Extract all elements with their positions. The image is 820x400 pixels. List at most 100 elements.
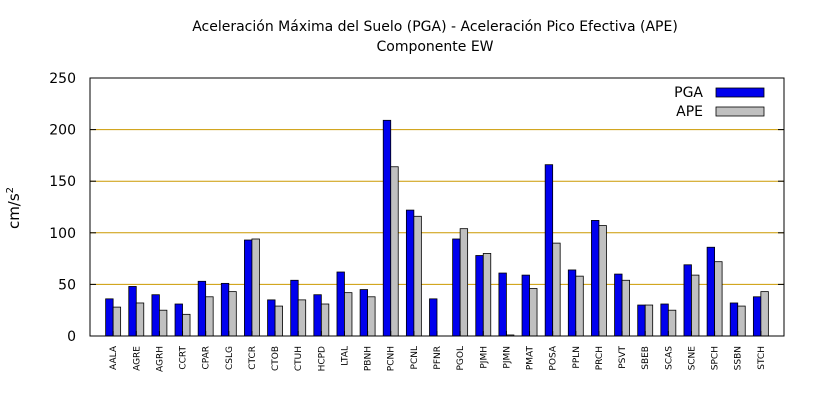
y-ticks: 0 50 100 150 200 250: [49, 71, 784, 345]
legend-swatch: [715, 106, 765, 117]
bar-pga: [220, 282, 230, 337]
bar-ape: [390, 166, 399, 337]
legend-label: PGA: [674, 85, 703, 101]
y-tick-label: 0: [67, 329, 76, 345]
bar-ape: [737, 305, 746, 337]
y-tick-label: 100: [49, 226, 76, 242]
chart-title: Aceleración Máxima del Suelo (PGA) - Ace…: [192, 19, 678, 35]
bar-ape: [667, 309, 677, 337]
x-tick-label: CCRT: [179, 346, 189, 370]
x-tick-label: CTCR: [248, 346, 258, 370]
bar-ape: [274, 305, 283, 337]
x-tick-label: PCNH: [387, 346, 397, 371]
bar-pga: [151, 294, 160, 337]
bar-ape: [552, 242, 561, 337]
y-axis-label-exponent: 2: [5, 187, 16, 193]
bar-pga: [752, 296, 762, 337]
bar-pga: [567, 269, 577, 337]
bar-pga: [591, 220, 600, 337]
bar-ape: [575, 275, 584, 337]
x-tick-label: POSA: [549, 345, 559, 370]
y-tick-label: 150: [49, 174, 76, 190]
x-tick-label: PJMH: [479, 346, 489, 369]
y-tick-label: 250: [49, 71, 76, 87]
x-tick-label: CTOB: [271, 346, 281, 371]
bar-pga: [706, 246, 715, 337]
bar-ape: [644, 304, 654, 337]
bar-pga: [128, 286, 137, 337]
bar-pga: [174, 303, 183, 337]
bar-ape: [529, 288, 538, 337]
x-tick-label: PPLN: [572, 346, 582, 369]
bar-ape: [135, 302, 145, 337]
bar-pga: [637, 304, 646, 337]
bar-ape: [251, 238, 260, 337]
bar-ape: [320, 303, 330, 337]
x-tick-label: AALA: [109, 345, 119, 370]
y-tick-label: 50: [58, 277, 76, 293]
x-tick-label: SSBN: [734, 346, 744, 370]
bar-ape: [158, 309, 168, 337]
bar-pga: [290, 279, 299, 337]
bar-pga: [452, 238, 461, 337]
bar-pga: [729, 302, 739, 337]
bar-ape: [621, 279, 630, 337]
legend: PGA APE: [674, 85, 765, 120]
x-tick-label: SBEB: [641, 346, 651, 370]
bar-ape: [482, 253, 492, 337]
bar-pga: [197, 280, 207, 337]
bar-pga: [498, 272, 507, 337]
bar-pga: [244, 239, 253, 337]
x-tick-label: CTUH: [294, 346, 304, 371]
bar-pga: [544, 164, 554, 337]
x-tick-label: PGOL: [456, 346, 466, 371]
y-axis-label: cm/s2: [5, 187, 23, 229]
bar-pga: [267, 299, 276, 337]
x-tick-label: PCNL: [410, 346, 420, 369]
bar-pga: [313, 294, 322, 337]
bar-ape: [228, 291, 237, 337]
bar-ape: [691, 274, 700, 337]
bar-pga: [429, 298, 438, 337]
bar-pga: [521, 274, 530, 337]
x-tick-label: STCH: [757, 346, 767, 370]
bar-pga: [336, 271, 345, 337]
bar-ape: [459, 228, 469, 337]
bar-ape: [297, 299, 307, 337]
x-tick-label: AGRE: [132, 346, 142, 371]
bar-pga: [105, 298, 114, 337]
x-tick-label: PRCH: [595, 346, 605, 370]
x-tick-label: SCAS: [664, 346, 674, 370]
x-ticks: AALA AGRE AGRH CCRT CPAR CSLG CTCR CTOB CTUH HCPD…: [109, 331, 767, 372]
bar-ape: [205, 296, 214, 337]
x-tick-label: CSLG: [225, 346, 235, 370]
bar-ape: [413, 215, 422, 337]
x-tick-label: SPCH: [711, 346, 721, 370]
bars: [105, 119, 769, 337]
x-tick-label: PFNR: [433, 346, 443, 370]
x-tick-label: PJMN: [502, 346, 512, 369]
gridlines: [90, 129, 784, 285]
bar-pga: [683, 264, 692, 337]
bar-pga: [614, 273, 623, 337]
legend-label: APE: [676, 104, 703, 120]
svg-text:cm/s2: cm/s2: [5, 187, 23, 229]
y-tick-label: 200: [49, 123, 76, 139]
bar-ape: [182, 313, 191, 337]
x-tick-label: LTAL: [340, 346, 350, 366]
bar-ape: [760, 291, 769, 337]
bar-ape: [344, 292, 353, 337]
y-axis-label-unit: cm/s: [5, 193, 23, 229]
legend-swatch: [715, 87, 765, 98]
bar-ape: [112, 306, 122, 337]
x-tick-label: CPAR: [202, 346, 212, 370]
bar-ape: [714, 261, 723, 337]
x-tick-label: AGRH: [155, 346, 165, 372]
x-tick-label: SCNE: [687, 346, 697, 371]
bar-pga: [660, 303, 669, 337]
bar-ape: [598, 225, 607, 337]
bar-pga: [405, 209, 415, 337]
bar-pga: [359, 289, 369, 337]
bar-pga: [382, 119, 392, 337]
